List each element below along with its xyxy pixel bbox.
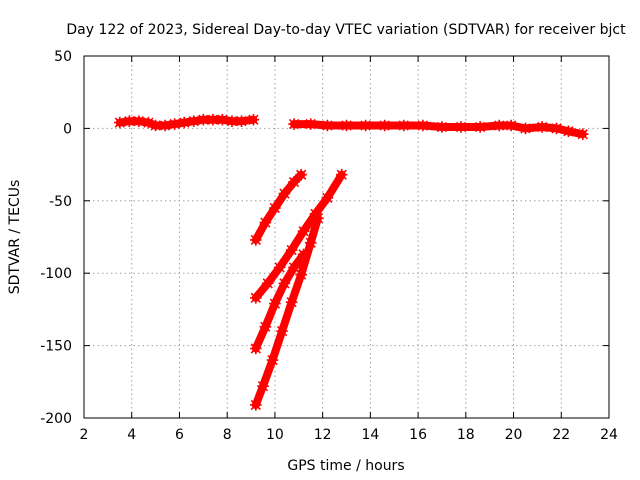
data-point [436,121,448,133]
satellite-track-3 [250,168,307,246]
data-point [257,380,269,392]
data-point [304,236,317,249]
x-tick-label: 18 [457,427,475,443]
data-point [288,118,300,130]
x-tick-label: 22 [552,427,570,443]
data-point [359,119,372,132]
data-point [278,187,291,200]
satellite-track-6 [250,212,324,411]
data-point [455,121,467,133]
x-tick-label: 8 [223,427,232,443]
data-point [113,116,126,129]
y-tick-label: -150 [40,339,72,355]
plot-frame [83,55,610,419]
data-point [259,320,272,333]
x-tick-label: 12 [314,427,332,443]
data-point [273,261,286,274]
data-point [142,116,155,129]
data-point [550,122,563,135]
data-point [149,119,162,132]
y-tick-label: -200 [40,411,72,427]
satellite-track-2 [288,118,589,140]
data-point [340,119,353,132]
data-point [304,118,317,130]
x-axis-label: GPS time / hours [287,458,404,474]
x-tick-label: 16 [409,427,427,443]
data-point [519,122,532,135]
data-point [159,119,171,132]
x-tick-label: 2 [80,427,89,443]
data-point [235,115,248,127]
data-point [123,115,136,127]
data-point [250,399,262,411]
data-point [505,119,517,132]
y-tick-label: 0 [63,121,72,137]
data-point [266,354,279,366]
data-point [297,225,310,238]
data-point [259,216,272,229]
x-tick-label: 4 [127,427,136,443]
data-point [397,119,410,132]
data-point [207,113,219,126]
series-line [251,214,322,409]
y-tick-label: -50 [49,194,72,210]
data-point [168,118,181,130]
data-point [261,277,274,290]
data-point [335,168,348,181]
data-point [378,119,391,132]
data-point [276,325,288,337]
data-point [295,168,307,181]
data-point [216,113,229,126]
data-point [309,208,322,220]
data-point [562,125,575,138]
data-point [493,119,506,132]
grid-lines [84,56,609,418]
x-tick-label: 20 [505,427,523,443]
satellite-track-4 [250,168,348,304]
data-point [187,115,200,127]
data-point [285,296,298,308]
data-point [278,277,291,290]
data-point [133,115,145,127]
data-point [269,202,281,214]
data-point [197,113,210,126]
data-point [312,212,324,224]
data-point [285,244,298,256]
data-point [321,119,334,132]
data-point [295,268,307,281]
data-point [576,128,589,140]
data-series [113,113,589,411]
data-point [250,234,262,246]
x-tick-label: 24 [600,427,618,443]
satellite-track-1 [113,113,260,132]
data-point [250,342,262,355]
chart-title: Day 122 of 2023, Sidereal Day-to-day VTE… [66,22,626,38]
data-point [178,116,191,129]
data-point [247,113,260,126]
data-point [321,192,334,204]
y-tick-label: 50 [54,49,72,65]
x-tick-label: 6 [175,427,184,443]
data-point [417,119,429,132]
data-point [250,292,262,304]
axis-ticks [83,55,610,419]
data-point [226,115,238,127]
data-point [536,121,548,133]
x-tick-label: 14 [361,427,379,443]
y-axis-label: SDTVAR / TECUs [7,180,23,295]
y-tick-label: -100 [40,266,72,282]
x-tick-label: 10 [266,427,284,443]
data-point [474,121,486,133]
data-point [269,297,281,310]
